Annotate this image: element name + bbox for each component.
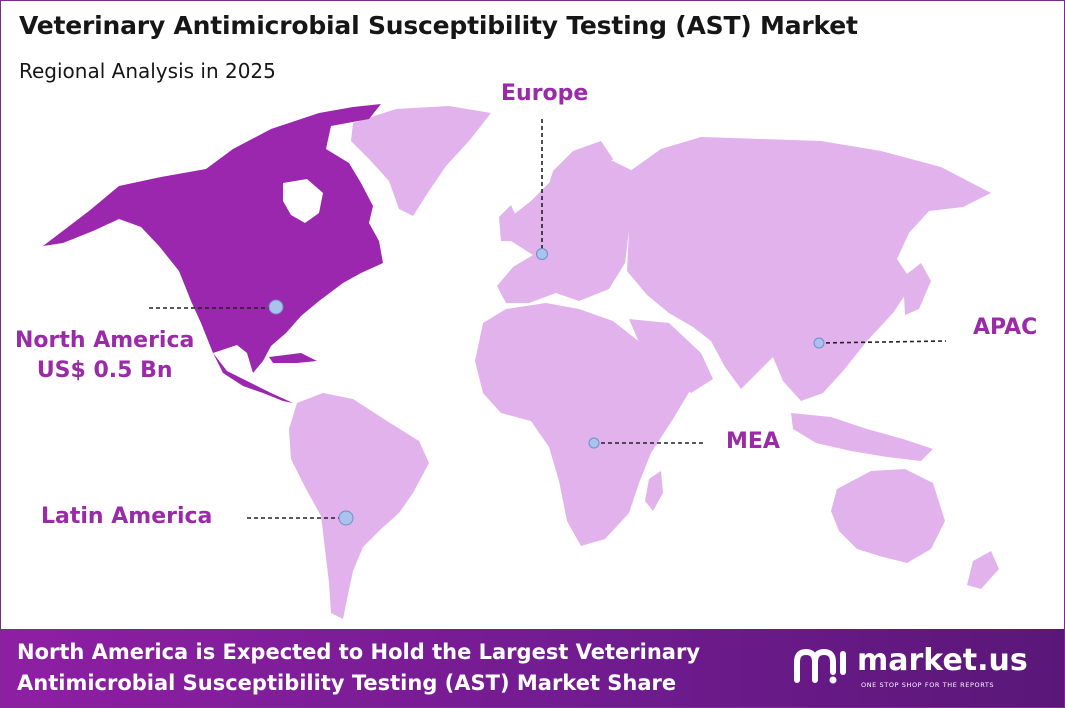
footer-banner: North America is Expected to Hold the La…: [1, 629, 1064, 707]
latin-america-label: Latin America: [41, 504, 213, 529]
southeast-asia-shape: [791, 413, 933, 461]
uk-shape: [499, 205, 519, 241]
new-zealand-shape: [967, 551, 999, 589]
south-america-shape[interactable]: [289, 393, 429, 619]
apac-leader-line: [818, 340, 947, 344]
caribbean-islands: [269, 353, 317, 363]
market-us-logo-icon: [794, 648, 846, 684]
page-subtitle: Regional Analysis in 2025: [19, 59, 276, 83]
asia-shape[interactable]: [623, 137, 991, 401]
europe-marker[interactable]: [536, 248, 548, 260]
greenland-shape: [351, 106, 491, 216]
brand-name: market.us: [857, 643, 1028, 678]
apac-label: APAC: [973, 315, 1038, 340]
north-america-shape[interactable]: [43, 104, 383, 403]
africa-shape[interactable]: [475, 303, 691, 546]
scandinavia-shape: [541, 141, 613, 216]
footer-line-2: Antimicrobial Susceptibility Testing (AS…: [17, 671, 677, 695]
world-map: [43, 104, 999, 619]
apac-marker[interactable]: [813, 337, 825, 349]
footer-message: North America is Expected to Hold the La…: [17, 637, 700, 699]
page-title: Veterinary Antimicrobial Susceptibility …: [19, 11, 858, 40]
latin-america-marker[interactable]: [338, 510, 354, 526]
europe-label: Europe: [501, 81, 589, 106]
mea-label: MEA: [726, 429, 780, 454]
europe-shape[interactable]: [497, 161, 641, 303]
brand-tagline: ONE STOP SHOP FOR THE REPORTS: [861, 681, 995, 689]
north-america-name: North America: [15, 328, 195, 353]
japan-shape: [903, 263, 931, 315]
australia-shape: [831, 469, 945, 563]
hudson-bay: [283, 179, 323, 223]
north-america-value: US$ 0.5 Bn: [36, 358, 173, 383]
north-america-marker[interactable]: [268, 299, 284, 315]
north-america-label: North America US$ 0.5 Bn: [15, 326, 194, 386]
arabia-shape: [629, 319, 713, 393]
footer-line-1: North America is Expected to Hold the La…: [17, 640, 701, 664]
mea-marker[interactable]: [588, 437, 600, 449]
madagascar-shape: [645, 471, 663, 511]
